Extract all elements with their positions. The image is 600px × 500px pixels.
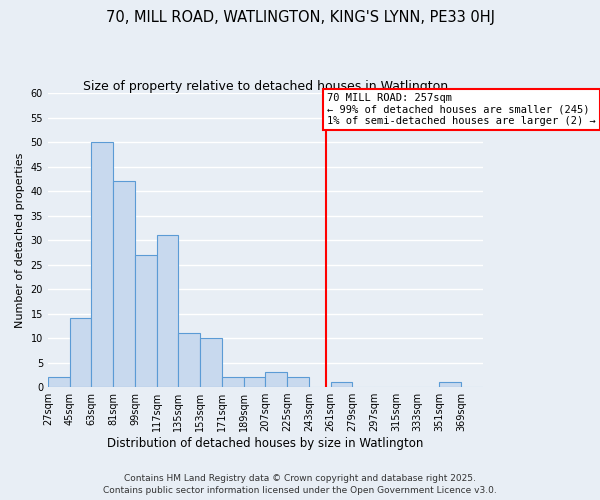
- Bar: [265, 372, 287, 387]
- Text: 70 MILL ROAD: 257sqm
← 99% of detached houses are smaller (245)
1% of semi-detac: 70 MILL ROAD: 257sqm ← 99% of detached h…: [327, 93, 596, 126]
- Bar: [244, 378, 265, 387]
- Bar: [287, 378, 309, 387]
- Text: 70, MILL ROAD, WATLINGTON, KING'S LYNN, PE33 0HJ: 70, MILL ROAD, WATLINGTON, KING'S LYNN, …: [106, 10, 494, 25]
- Bar: [48, 378, 70, 387]
- Bar: [91, 142, 113, 387]
- Bar: [70, 318, 91, 387]
- Bar: [200, 338, 222, 387]
- Title: Size of property relative to detached houses in Watlington: Size of property relative to detached ho…: [83, 80, 448, 93]
- Y-axis label: Number of detached properties: Number of detached properties: [15, 152, 25, 328]
- Text: Contains HM Land Registry data © Crown copyright and database right 2025.
Contai: Contains HM Land Registry data © Crown c…: [103, 474, 497, 495]
- Bar: [157, 235, 178, 387]
- Bar: [439, 382, 461, 387]
- X-axis label: Distribution of detached houses by size in Watlington: Distribution of detached houses by size …: [107, 437, 424, 450]
- Bar: [222, 378, 244, 387]
- Bar: [178, 333, 200, 387]
- Bar: [331, 382, 352, 387]
- Bar: [113, 181, 135, 387]
- Bar: [135, 254, 157, 387]
